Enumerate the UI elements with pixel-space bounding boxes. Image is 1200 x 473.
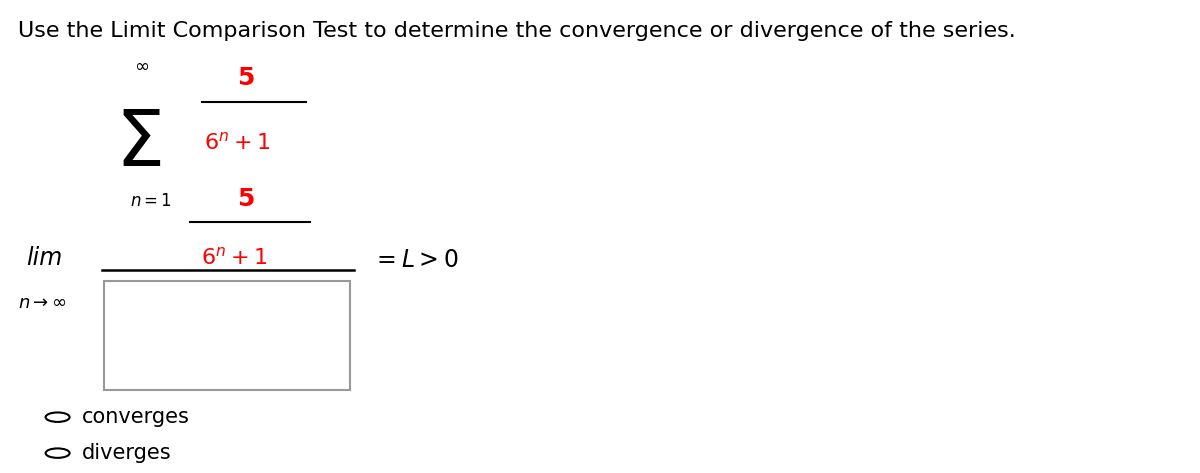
Text: diverges: diverges xyxy=(82,443,172,463)
Text: $\mathbf{5}$: $\mathbf{5}$ xyxy=(238,66,254,90)
Text: $\mathbf{5}$: $\mathbf{5}$ xyxy=(238,187,254,210)
Text: Use the Limit Comparison Test to determine the convergence or divergence of the : Use the Limit Comparison Test to determi… xyxy=(18,21,1015,41)
Text: $\Sigma$: $\Sigma$ xyxy=(115,106,161,182)
Text: lim: lim xyxy=(26,246,62,270)
Text: $6^n + 1$: $6^n + 1$ xyxy=(200,247,268,269)
Text: $= L > 0$: $= L > 0$ xyxy=(372,248,458,272)
Text: $6^n + 1$: $6^n + 1$ xyxy=(204,131,271,153)
FancyBboxPatch shape xyxy=(104,281,350,390)
Text: $\infty$: $\infty$ xyxy=(134,57,149,75)
Text: $n \rightarrow \infty$: $n \rightarrow \infty$ xyxy=(18,294,67,312)
Text: $n = 1$: $n = 1$ xyxy=(130,192,173,210)
Text: converges: converges xyxy=(82,407,190,427)
